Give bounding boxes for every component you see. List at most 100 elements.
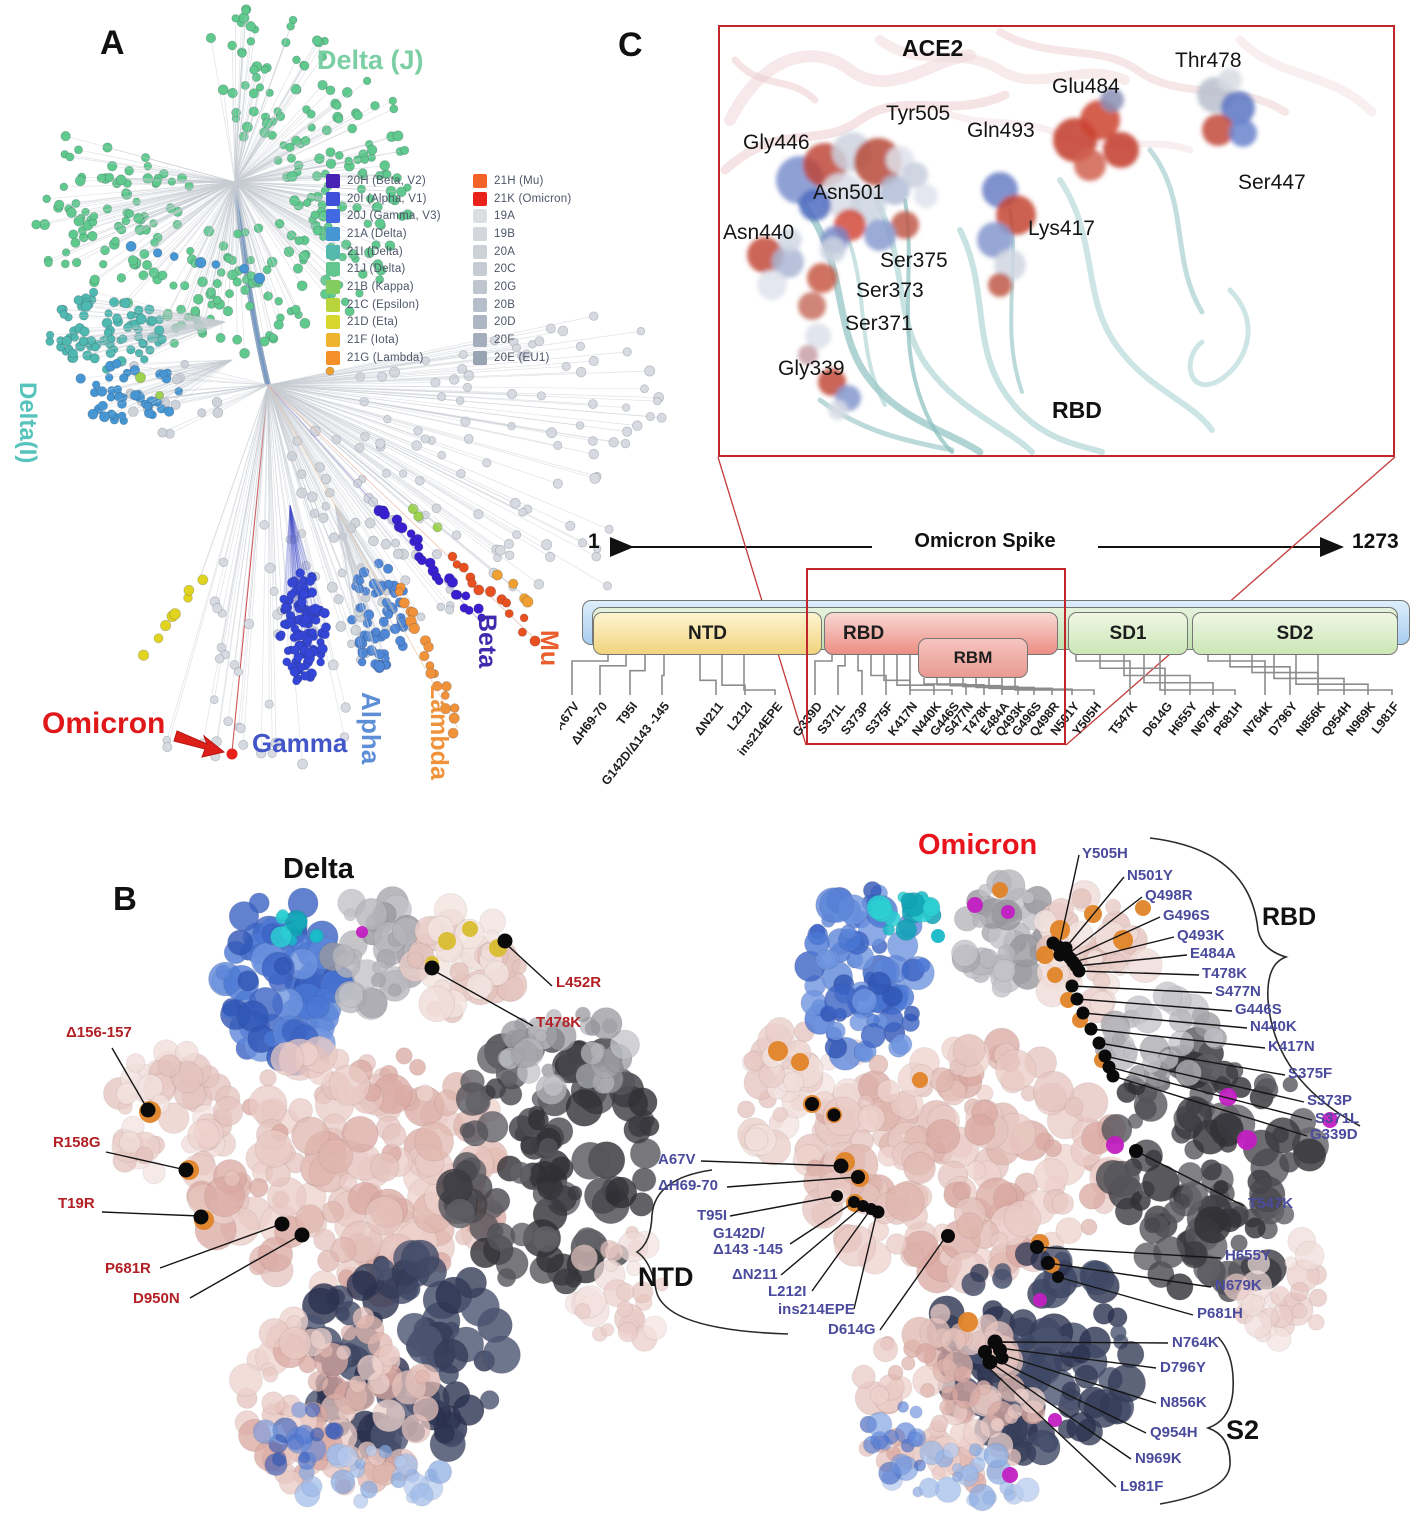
- tree-branch: [173, 181, 236, 286]
- tree-tip: [117, 411, 127, 421]
- surface-blob: [309, 1327, 333, 1351]
- surface-blob: [372, 959, 388, 976]
- tree-tip: [545, 551, 556, 562]
- tree-tip: [126, 311, 136, 320]
- residue-label-tyr505: Tyr505: [886, 102, 951, 125]
- surface-blob: [248, 1177, 269, 1198]
- tree-branch: [279, 504, 291, 637]
- tree-branch: [289, 504, 323, 649]
- tree-tip: [656, 412, 667, 423]
- tree-branch: [267, 384, 442, 398]
- surface-blob: [1071, 888, 1092, 909]
- tree-branch: [148, 359, 233, 414]
- residue-blob: [880, 175, 910, 205]
- surface-blob: [834, 1224, 877, 1267]
- tree-tip: [557, 325, 569, 337]
- leader-line: [789, 1201, 855, 1245]
- surface-blob: [1222, 1272, 1251, 1301]
- surface-blob: [305, 995, 330, 1020]
- mutation-site-dot: [1041, 1256, 1055, 1270]
- tree-tip: [394, 587, 404, 597]
- mutation-site-dot: [1052, 1271, 1064, 1283]
- tree-tip: [423, 641, 434, 653]
- residue-label-ser371: Ser371: [845, 312, 913, 335]
- tree-branch: [125, 302, 226, 323]
- delta-mutation-label: L452R: [556, 974, 602, 991]
- tree-branch: [234, 181, 281, 318]
- omicron-structure-title: Omicron: [918, 829, 1038, 861]
- tree-tip: [431, 549, 442, 560]
- tree-tip: [162, 308, 173, 319]
- tree-tip: [588, 448, 600, 460]
- leader-line: [1071, 985, 1213, 994]
- tree-branch: [189, 181, 236, 252]
- tree-branch: [334, 504, 363, 663]
- residue-blob: [854, 138, 902, 186]
- tree-tip: [357, 647, 369, 659]
- tree-branch: [216, 384, 269, 403]
- tree-tip: [227, 269, 238, 281]
- tree-branch: [267, 384, 628, 432]
- omicron-rbd-mutation-label: Y505H: [1082, 845, 1128, 862]
- tree-branch: [267, 384, 381, 444]
- surface-blob: [364, 1195, 404, 1235]
- tree-tip: [292, 55, 301, 65]
- tree-branch: [134, 359, 233, 371]
- rbd-region-label: RBD: [1262, 903, 1317, 931]
- tree-branch: [334, 504, 390, 615]
- spike-mutation-label: T95I: [614, 699, 640, 727]
- surface-blob: [840, 924, 857, 940]
- colored-patch: [992, 882, 1008, 898]
- tree-branch: [152, 359, 233, 416]
- tree-tip: [320, 622, 332, 633]
- tree-tip: [311, 615, 321, 625]
- tree-branch: [152, 320, 226, 323]
- tree-branch: [267, 384, 479, 515]
- surface-cluster: [398, 893, 528, 1024]
- tree-tip: [319, 607, 330, 619]
- tree-branch: [267, 384, 334, 666]
- surface-blob: [520, 1135, 540, 1156]
- tree-branch: [149, 309, 226, 323]
- legend-swatch: [473, 191, 487, 206]
- tree-branch: [242, 384, 269, 745]
- legend-swatch: [473, 315, 487, 330]
- tree-tip: [406, 529, 416, 539]
- omicron-ntd-mutation-label: ins214EPE: [778, 1301, 855, 1318]
- colored-patch: [1219, 1088, 1237, 1106]
- surface-blob: [291, 1116, 330, 1156]
- tree-tip: [362, 76, 372, 86]
- omicron-rbd-mutation-label: S373P: [1307, 1092, 1353, 1109]
- tree-tip: [357, 602, 367, 612]
- tree-tip: [104, 172, 115, 183]
- tree-tip: [80, 300, 92, 312]
- tree-tip: [260, 65, 269, 74]
- tree-tip: [477, 613, 486, 623]
- legend-item: 20I (Alpha, V1): [326, 190, 441, 208]
- leader-line: [998, 1347, 1157, 1369]
- tree-branch: [86, 305, 226, 323]
- mutation-connector: [699, 655, 717, 695]
- tree-branch: [234, 84, 323, 183]
- tree-tip: [277, 630, 286, 639]
- residue-blob: [996, 195, 1036, 235]
- colored-patch: [967, 897, 983, 913]
- surface-blob: [964, 1114, 996, 1146]
- tree-tip: [224, 289, 235, 299]
- tree-tip: [378, 616, 389, 627]
- leader-line: [1112, 1075, 1308, 1137]
- rbd-ribbon: [843, 228, 887, 407]
- tree-tip: [145, 345, 155, 355]
- surface-blob: [1193, 1205, 1232, 1244]
- colored-patch: [1113, 930, 1133, 950]
- surface-blob: [972, 913, 988, 929]
- tree-branch: [69, 156, 236, 183]
- tree-branch: [113, 301, 226, 323]
- tree-tip: [508, 578, 519, 589]
- tree-branch: [117, 359, 233, 390]
- surface-blob: [1264, 1116, 1302, 1154]
- tree-branch: [74, 321, 226, 339]
- tree-branch: [195, 181, 236, 319]
- tree-branch: [289, 504, 292, 595]
- tree-tip: [209, 695, 219, 705]
